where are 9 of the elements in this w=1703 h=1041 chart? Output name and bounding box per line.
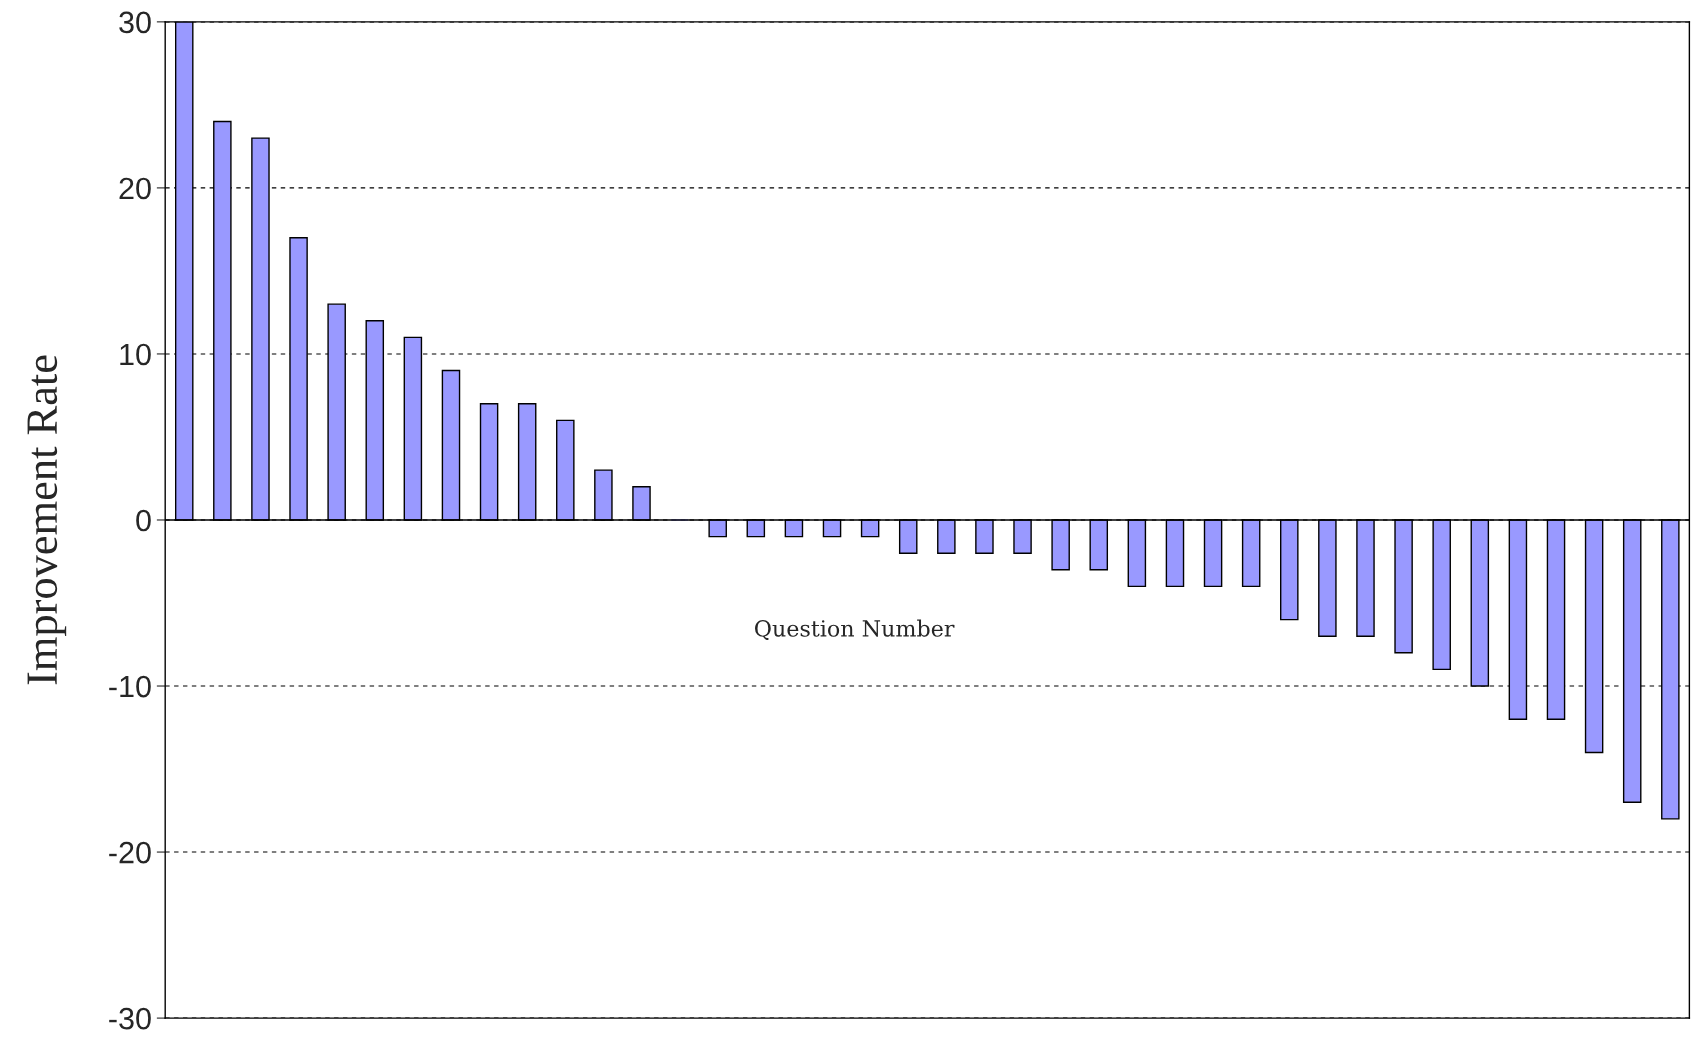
x-axis-title: Question Number (755, 619, 955, 641)
y-axis-title: Improvement Rate (27, 355, 67, 685)
y-tick-label: -20 (109, 841, 151, 864)
y-tick-label: -10 (109, 675, 151, 698)
y-tick-label: 0 (136, 509, 151, 532)
y-tick-label: 20 (119, 177, 151, 200)
y-tick-label: -30 (109, 1007, 151, 1030)
y-tick-label: 10 (120, 343, 151, 366)
y-tick-label: 30 (119, 11, 151, 34)
